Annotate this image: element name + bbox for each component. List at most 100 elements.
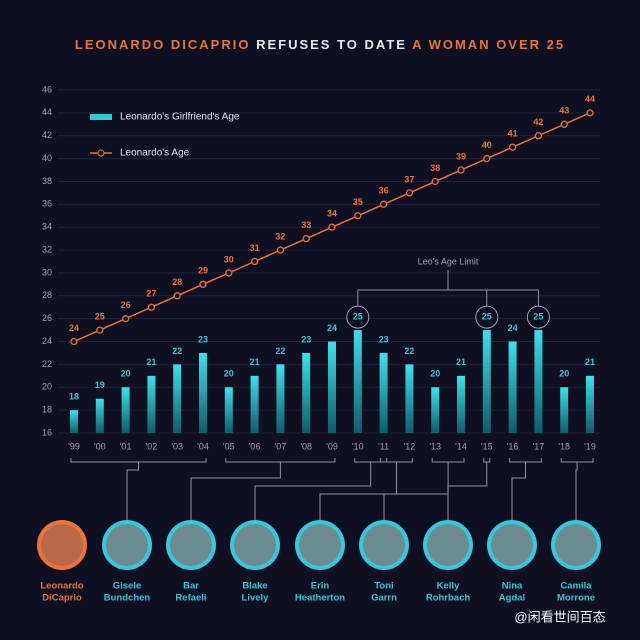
data-label: 25 bbox=[533, 311, 543, 321]
data-label: 44 bbox=[585, 94, 595, 104]
data-label: 41 bbox=[508, 129, 518, 139]
x-tick-label: '11 bbox=[378, 441, 389, 451]
bar bbox=[353, 330, 362, 433]
legend-label: Leonardo's Girlfriend's Age bbox=[120, 112, 240, 123]
portrait-face bbox=[170, 524, 212, 566]
bar bbox=[250, 375, 259, 433]
line-point bbox=[560, 120, 568, 128]
person-name: Toni bbox=[374, 581, 393, 592]
line-point bbox=[431, 177, 439, 186]
data-label: 42 bbox=[533, 117, 543, 127]
bar bbox=[482, 330, 491, 433]
x-tick-label: '09 bbox=[326, 441, 338, 451]
annotation: Leo's Age Limit bbox=[418, 256, 479, 266]
line-point bbox=[302, 234, 310, 243]
y-tick-label: 42 bbox=[42, 130, 52, 140]
person-name: Morrone bbox=[557, 593, 595, 604]
title-part: A WOMAN OVER 25 bbox=[412, 37, 565, 52]
connector bbox=[190, 462, 281, 520]
x-tick-label: '12 bbox=[404, 441, 416, 451]
bar bbox=[276, 364, 285, 433]
bar bbox=[95, 398, 104, 433]
data-label: 39 bbox=[456, 151, 466, 161]
bar bbox=[457, 375, 465, 433]
data-label: 21 bbox=[456, 357, 466, 367]
connector bbox=[126, 462, 139, 520]
y-tick-label: 26 bbox=[42, 313, 52, 323]
person-name: Heatherton bbox=[295, 593, 345, 604]
bar bbox=[534, 330, 543, 433]
legend-label: Leonardo's Age bbox=[120, 148, 190, 159]
x-tick-label: '06 bbox=[249, 441, 261, 451]
person-name: Agdal bbox=[499, 593, 525, 604]
portrait-face bbox=[41, 524, 83, 566]
person-name: DiCaprio bbox=[42, 593, 82, 604]
x-tick-label: '15 bbox=[481, 441, 493, 451]
line-point bbox=[379, 200, 388, 208]
data-label: 37 bbox=[404, 174, 414, 184]
data-label: 22 bbox=[404, 346, 414, 356]
data-label: 35 bbox=[353, 197, 363, 207]
data-label: 23 bbox=[379, 334, 389, 344]
data-label: 20 bbox=[121, 369, 131, 379]
y-tick-label: 30 bbox=[42, 267, 52, 277]
connector bbox=[319, 462, 397, 520]
x-tick-label: '04 bbox=[197, 441, 209, 451]
y-tick-label: 24 bbox=[42, 336, 52, 346]
bar bbox=[508, 341, 517, 433]
data-label: 24 bbox=[508, 323, 518, 333]
bar bbox=[431, 387, 440, 433]
person-name: Blake bbox=[242, 581, 267, 592]
data-label: 32 bbox=[275, 231, 285, 241]
connector bbox=[254, 462, 372, 520]
x-tick-label: '17 bbox=[533, 441, 545, 451]
line-point bbox=[405, 189, 414, 197]
data-label: 25 bbox=[353, 311, 363, 321]
line-point bbox=[534, 132, 543, 140]
bar bbox=[560, 387, 569, 433]
person-name: Camila bbox=[560, 581, 592, 592]
x-tick-label: '00 bbox=[94, 441, 106, 451]
bar bbox=[302, 352, 311, 433]
bar bbox=[379, 352, 388, 433]
data-label: 23 bbox=[198, 334, 208, 344]
data-label: 26 bbox=[121, 300, 131, 310]
y-tick-label: 44 bbox=[42, 107, 52, 117]
data-label: 43 bbox=[559, 106, 569, 116]
y-tick-label: 32 bbox=[42, 244, 52, 254]
y-tick-label: 22 bbox=[42, 359, 52, 369]
data-label: 24 bbox=[69, 323, 79, 333]
data-label: 33 bbox=[301, 220, 311, 230]
data-label: 21 bbox=[585, 357, 595, 367]
person-name: Rohrbach bbox=[426, 593, 471, 604]
person-name: Nina bbox=[502, 581, 523, 592]
line-point bbox=[457, 166, 465, 174]
y-tick-label: 28 bbox=[42, 290, 52, 300]
person-name: Erin bbox=[311, 581, 330, 592]
bar bbox=[147, 375, 156, 433]
line-point bbox=[147, 303, 156, 311]
y-tick-label: 16 bbox=[42, 427, 52, 437]
x-tick-label: '19 bbox=[584, 441, 596, 451]
x-tick-label: '14 bbox=[455, 441, 467, 451]
line-point bbox=[199, 280, 207, 289]
data-label: 21 bbox=[146, 357, 156, 367]
data-label: 31 bbox=[250, 243, 260, 253]
person-name: Bar bbox=[183, 581, 199, 592]
person-name: Kelly bbox=[437, 581, 460, 592]
portrait-face bbox=[427, 524, 469, 566]
data-label: 25 bbox=[95, 311, 105, 321]
connector bbox=[575, 462, 578, 520]
x-tick-label: '05 bbox=[223, 441, 235, 451]
data-label: 20 bbox=[430, 369, 440, 379]
y-tick-label: 40 bbox=[42, 153, 52, 163]
bar bbox=[173, 364, 182, 433]
line-point bbox=[328, 223, 336, 231]
portrait-face bbox=[491, 524, 533, 566]
data-label: 18 bbox=[69, 392, 79, 402]
bar bbox=[70, 410, 78, 433]
person-name: Refaeli bbox=[175, 593, 206, 604]
line-point bbox=[121, 315, 130, 323]
person-name: Leonardo bbox=[40, 581, 83, 592]
